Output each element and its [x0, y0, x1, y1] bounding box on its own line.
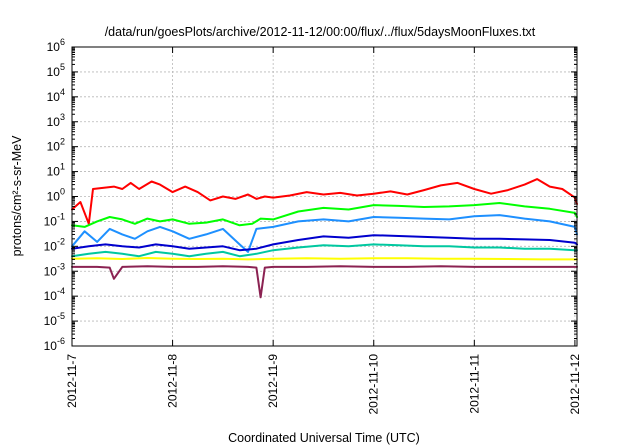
x-tick-label: 2012-11-9	[266, 354, 280, 408]
series-line-3	[71, 214, 578, 253]
series-line-2	[71, 202, 578, 228]
x-tick-label: 2012-11-10	[367, 354, 381, 415]
series-layer	[71, 178, 578, 299]
y-tick-label: 10-3	[44, 261, 65, 278]
x-tick-label: 2012-11-11	[467, 354, 481, 414]
chart-title: /data/run/goesPlots/archive/2012-11-12/0…	[105, 25, 536, 39]
series-line-6	[71, 257, 578, 261]
y-tick-label: 103	[47, 112, 65, 129]
x-tick-label: 2012-11-8	[166, 354, 180, 408]
y-tick-label: 10-1	[44, 211, 65, 228]
y-tick-label: 10-2	[44, 236, 65, 253]
y-tick-label: 104	[47, 87, 65, 104]
series-line-7	[71, 265, 578, 299]
y-tick-label: 102	[47, 137, 65, 154]
y-tick-label: 10-6	[44, 336, 65, 353]
y-tick-label: 10-4	[44, 286, 65, 303]
series-line-5	[71, 243, 578, 258]
y-tick-label: 105	[47, 62, 65, 79]
y-tick-label: 100	[47, 187, 65, 204]
y-tick-label: 10-5	[44, 311, 65, 328]
x-axis: 2012-11-7 2012-11-8 2012-11-9 2012-11-10 201…	[65, 47, 582, 415]
y-tick-label: 101	[47, 162, 65, 179]
x-tick-label: 2012-11-7	[65, 354, 79, 408]
series-line-1	[71, 178, 578, 225]
y-axis-label: protons/cm²-s-sr-MeV	[10, 135, 24, 257]
x-axis-label: Coordinated Universal Time (UTC)	[228, 431, 420, 445]
x-tick-label: 2012-11-12	[568, 354, 582, 415]
grid	[72, 47, 577, 346]
y-tick-label: 106	[47, 37, 65, 54]
series-line-4	[71, 234, 578, 252]
y-axis: 10-6 10-5 10-4 10-3 10-2 10-1 100 101 102 103 104 1…	[44, 37, 577, 353]
